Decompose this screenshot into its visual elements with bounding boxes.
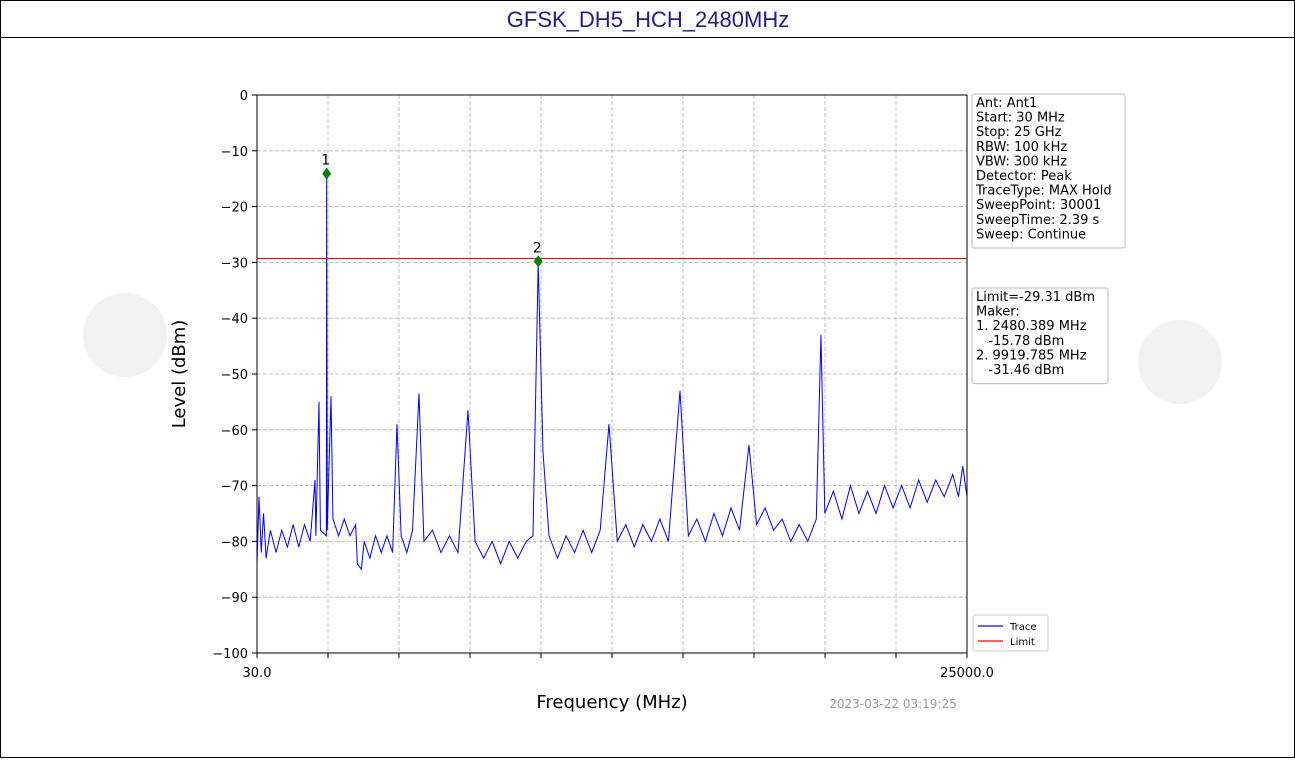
y-tick-label: −10 [221, 145, 248, 160]
info-box [971, 93, 1126, 249]
y-tick-label: −80 [221, 535, 248, 550]
info-line: Maker: [976, 305, 1020, 320]
info-line: Limit=-29.31 dBm [976, 290, 1095, 305]
info-line: Detector: Peak [976, 169, 1072, 184]
y-axis-label: Level (dBm) [169, 320, 190, 429]
y-tick-label: −30 [221, 256, 248, 271]
info-line: -31.46 dBm [976, 363, 1064, 378]
plot-frame [256, 94, 968, 654]
info-line: Ant: Ant1 [976, 96, 1037, 111]
info-line: SweepPoint: 30001 [976, 198, 1101, 213]
timestamp: 2023-03-22 03:19:25 [829, 697, 956, 711]
legend-box [972, 614, 1049, 652]
y-tick-label: −100 [212, 647, 248, 662]
y-tick-label: −60 [221, 424, 248, 439]
info-line: Stop: 25 GHz [976, 125, 1062, 140]
marker [533, 255, 543, 268]
info-line: RBW: 100 kHz [976, 140, 1067, 155]
watermarks [83, 293, 1222, 404]
info-line: TraceType: MAX Hold [975, 184, 1112, 199]
x-tick-label: 30.0 [243, 666, 272, 681]
legend-label: Limit [1010, 637, 1035, 648]
info-line: 2. 9919.785 MHz [976, 348, 1087, 363]
info-line: 1. 2480.389 MHz [976, 319, 1087, 334]
x-axis-label: Frequency (MHz) [536, 692, 687, 713]
info-line: -15.78 dBm [976, 334, 1064, 349]
info-line: Start: 30 MHz [976, 111, 1065, 126]
y-tick-label: −90 [221, 591, 248, 606]
legend-label: Trace [1009, 622, 1037, 633]
y-tick-label: −40 [221, 312, 248, 327]
y-tick-label: −20 [221, 201, 248, 216]
title: GFSK_DH5_HCH_2480MHz [507, 7, 789, 32]
y-tick-label: −70 [221, 480, 248, 495]
y-tick-label: −50 [221, 368, 248, 383]
info-box [971, 287, 1109, 385]
info-line: Sweep: Continue [976, 227, 1086, 242]
x-tick-label: 25000.0 [940, 666, 994, 681]
marker-label: 2 [533, 240, 542, 256]
info-line: VBW: 300 kHz [976, 154, 1067, 169]
marker-label: 1 [321, 153, 330, 169]
y-tick-label: 0 [240, 89, 248, 104]
marker [322, 167, 332, 180]
info-line: SweepTime: 2.39 s [976, 213, 1100, 228]
